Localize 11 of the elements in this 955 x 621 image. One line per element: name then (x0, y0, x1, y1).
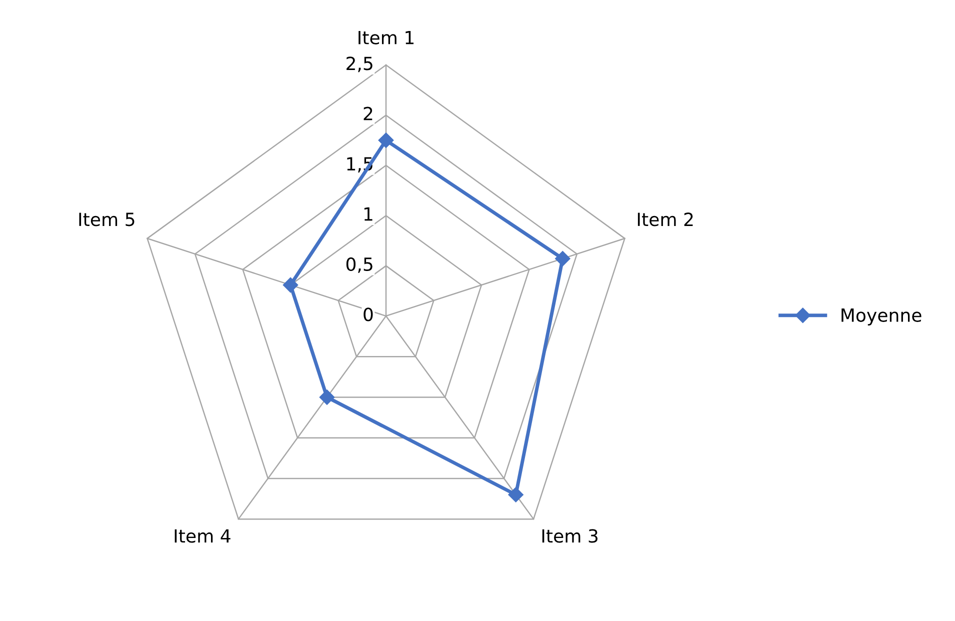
y-tick-label: 0,5 (346, 257, 372, 273)
legend-label: Moyenne (842, 308, 922, 326)
spoke-label: Item 2 (638, 212, 693, 226)
spoke-label: Item 4 (174, 529, 230, 543)
spoke-label: Item 5 (79, 212, 134, 226)
y-tick-label: 2,5 (346, 56, 372, 72)
y-tick-label: 0 (364, 308, 373, 322)
y-tick-label: 2 (364, 106, 372, 120)
spoke-label: Item 1 (358, 31, 414, 44)
spoke-label: Item 3 (542, 529, 598, 543)
y-tick-label: 1 (364, 207, 372, 221)
